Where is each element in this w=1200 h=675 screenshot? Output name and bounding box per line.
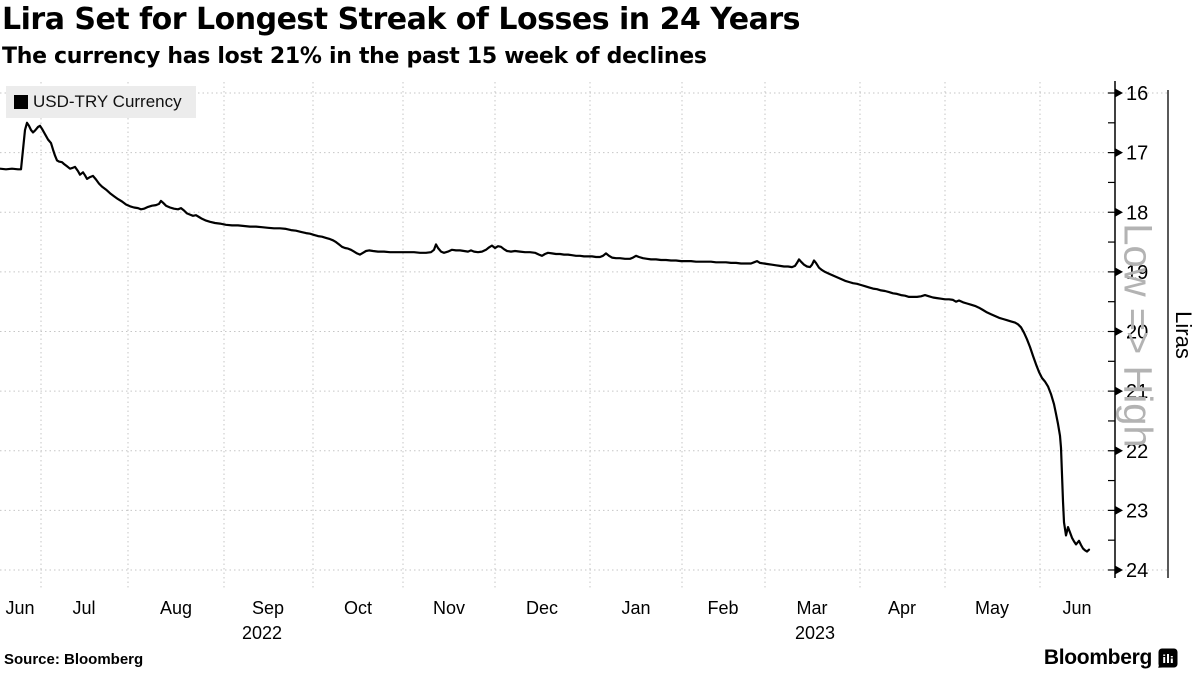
- x-month-label: Mar: [797, 598, 828, 618]
- x-month-label: Jun: [5, 598, 34, 618]
- tick-arrow-icon: [1115, 207, 1123, 217]
- tick-arrow-icon: [1115, 148, 1123, 158]
- y-tick-label: 20: [1126, 322, 1148, 344]
- x-month-label: Jul: [72, 598, 95, 618]
- tick-arrow-icon: [1115, 327, 1123, 336]
- x-month-label: Apr: [888, 598, 916, 618]
- y-tick-label: 22: [1126, 441, 1148, 463]
- legend-label: USD-TRY Currency: [33, 92, 182, 111]
- price-line-group: [0, 121, 1091, 553]
- tick-arrow-icon: [1115, 446, 1123, 456]
- tick-arrow-icon: [1115, 505, 1123, 515]
- gridlines: [0, 82, 1168, 590]
- x-year-label: 2023: [795, 623, 835, 643]
- y-tick-label: 24: [1126, 560, 1148, 582]
- bloomberg-wordmark: Bloomberg: [1043, 646, 1152, 669]
- x-month-label: Aug: [160, 598, 192, 618]
- source-attribution: Source: Bloomberg: [4, 651, 144, 668]
- usd-try-line: [0, 121, 1091, 553]
- x-month-label: Dec: [526, 598, 558, 618]
- axis-direction-watermark: Low => High: [1115, 223, 1160, 448]
- y-tick-label: 23: [1126, 500, 1148, 522]
- y-tick-label: 19: [1126, 262, 1148, 284]
- x-month-label: Sep: [252, 598, 284, 618]
- x-month-label: Jan: [621, 598, 650, 618]
- x-month-label: Feb: [707, 598, 738, 618]
- bloomberg-logo: Bloomberg: [1044, 646, 1178, 670]
- x-month-label: Oct: [344, 598, 372, 618]
- x-year-label: 2022: [242, 623, 282, 643]
- tick-arrow-icon: [1115, 267, 1123, 277]
- y-axis-title: Liras: [1171, 311, 1196, 359]
- y-axis: [1108, 81, 1169, 578]
- y-tick-label: 21: [1126, 381, 1148, 403]
- x-month-label: May: [975, 598, 1009, 618]
- chart-subtitle: The currency has lost 21% in the past 15…: [2, 44, 707, 69]
- tick-arrow-icon: [1115, 88, 1123, 98]
- x-month-label: Jun: [1062, 598, 1091, 618]
- tick-arrow-icon: [1115, 386, 1123, 396]
- x-month-label: Nov: [433, 598, 465, 618]
- legend-swatch-icon: [14, 95, 28, 109]
- legend: USD-TRY Currency: [6, 86, 196, 118]
- chart-title: Lira Set for Longest Streak of Losses in…: [2, 2, 800, 37]
- y-tick-label: 18: [1126, 202, 1148, 224]
- axis-labels: 16 17 18 19 20 21 22 23 24 Jun Jul Aug Sep Oct Nov Dec J…: [5, 83, 1148, 643]
- y-tick-label: 16: [1126, 83, 1148, 105]
- tick-arrow-icon: [1115, 565, 1123, 575]
- bloomberg-icon: [1158, 648, 1178, 668]
- y-tick-label: 17: [1126, 143, 1148, 165]
